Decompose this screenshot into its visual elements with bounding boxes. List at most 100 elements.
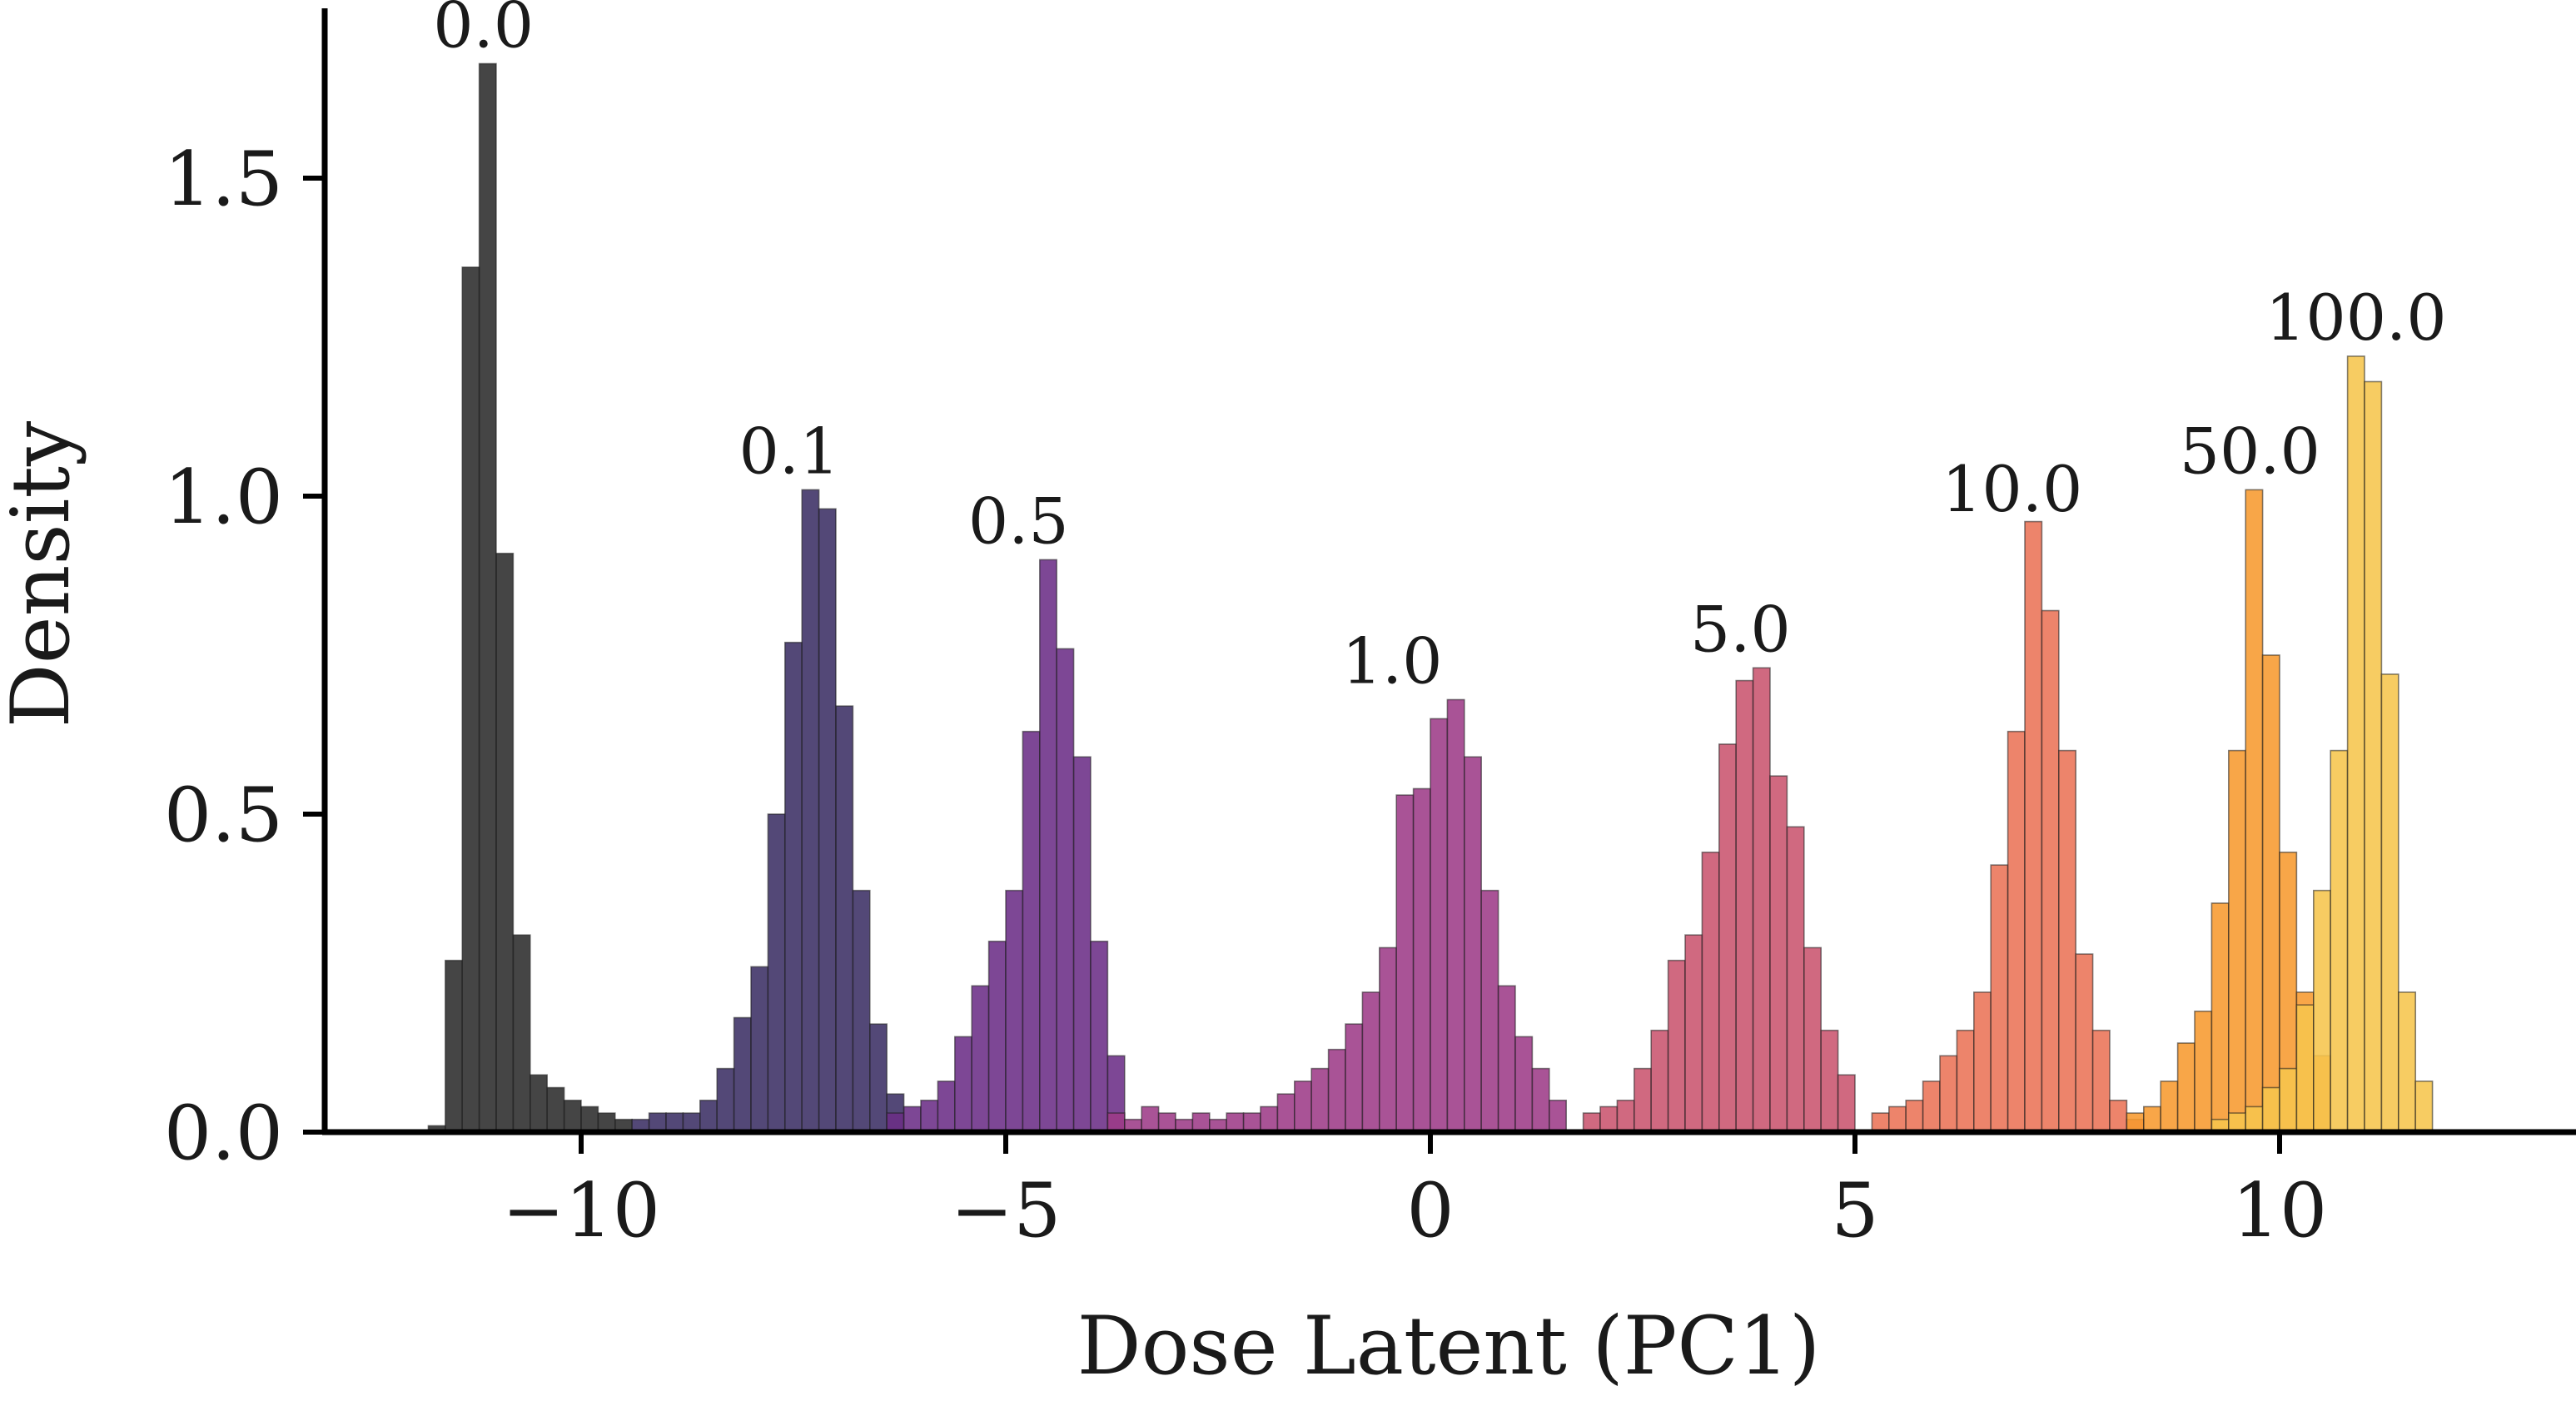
histogram-bar bbox=[852, 889, 871, 1133]
x-tick-label: 5 bbox=[1831, 1167, 1878, 1254]
histogram-bar bbox=[2194, 1011, 2213, 1133]
histogram-bar bbox=[1599, 1105, 1619, 1133]
histogram-bar bbox=[2160, 1081, 2179, 1133]
histogram-bar bbox=[1650, 1029, 1669, 1133]
peak-label-6: 50.0 bbox=[2180, 414, 2320, 488]
peak-label-4: 5.0 bbox=[1690, 592, 1791, 666]
histogram-bar bbox=[1276, 1093, 1295, 1133]
histogram-bar bbox=[1888, 1105, 1907, 1133]
histogram-bar bbox=[1973, 991, 1992, 1133]
y-tick-label: 1.0 bbox=[164, 454, 283, 541]
histogram-bar bbox=[1022, 730, 1041, 1133]
histogram-bar bbox=[1769, 775, 1788, 1133]
histogram-bar bbox=[1549, 1100, 1568, 1133]
peak-label-7: 100.0 bbox=[2265, 281, 2447, 355]
y-tick-label: 1.5 bbox=[164, 136, 283, 223]
histogram-bar bbox=[937, 1081, 956, 1133]
histogram-bar bbox=[1090, 941, 1109, 1133]
histogram-bar bbox=[1956, 1029, 1975, 1133]
histogram-bar bbox=[478, 62, 497, 1133]
histogram-bar bbox=[1531, 1067, 1550, 1133]
axes bbox=[321, 8, 2576, 1135]
histogram-bar bbox=[2058, 749, 2077, 1133]
histogram-bar bbox=[580, 1105, 599, 1133]
histogram-bar bbox=[2245, 1105, 2264, 1133]
histogram-bar bbox=[920, 1100, 939, 1133]
histogram-bar bbox=[750, 966, 769, 1133]
histogram-bar bbox=[987, 941, 1007, 1133]
histogram-bar bbox=[546, 1086, 565, 1133]
histogram-bar bbox=[2261, 654, 2280, 1133]
histogram-bar bbox=[512, 934, 531, 1133]
histogram-bar bbox=[1905, 1100, 1924, 1133]
histogram-bar bbox=[2024, 520, 2043, 1133]
histogram-bar bbox=[1616, 1100, 1635, 1133]
histogram-bar bbox=[2380, 673, 2399, 1133]
histogram-bar bbox=[783, 641, 803, 1133]
series-2-bars bbox=[886, 559, 1126, 1133]
histogram-bar bbox=[1667, 959, 1686, 1133]
histogram-bar bbox=[1395, 794, 1415, 1133]
x-tick-label: 10 bbox=[2232, 1167, 2328, 1254]
histogram-bar bbox=[1684, 934, 1703, 1133]
histogram-bar bbox=[2346, 355, 2365, 1133]
histogram-bar bbox=[1820, 1029, 1839, 1133]
axis-ticks: −10 −5 0 5 10 0.0 0.5 1.0 1.5 bbox=[164, 136, 2327, 1254]
histogram-bar bbox=[2210, 902, 2230, 1133]
histogram-bar bbox=[1514, 1036, 1534, 1133]
peak-label-2: 0.5 bbox=[968, 484, 1069, 558]
histogram-bar bbox=[1294, 1081, 1313, 1133]
histogram-bar bbox=[2091, 1029, 2111, 1133]
histogram-bar bbox=[2330, 749, 2349, 1133]
histogram-bar bbox=[2414, 1081, 2434, 1133]
histogram-bar bbox=[1430, 718, 1449, 1133]
y-axis-label: Density bbox=[0, 421, 87, 728]
histogram-bar bbox=[1345, 1023, 1364, 1133]
histogram-bar bbox=[1056, 648, 1075, 1133]
histogram-bar bbox=[1260, 1105, 1279, 1133]
y-tick-label: 0.0 bbox=[164, 1090, 283, 1177]
histogram-bar bbox=[818, 508, 837, 1133]
series-0-bars bbox=[427, 62, 633, 1133]
histogram-bar bbox=[2245, 489, 2264, 1133]
peak-label-1: 0.1 bbox=[738, 414, 839, 488]
histogram-bar bbox=[1735, 679, 1754, 1133]
series-7-bars bbox=[2210, 355, 2434, 1133]
histogram-bars bbox=[427, 62, 2434, 1133]
histogram-bar bbox=[2228, 749, 2247, 1133]
histogram-bar bbox=[1922, 1081, 1941, 1133]
histogram-bar bbox=[1412, 787, 1431, 1133]
histogram-bar bbox=[2007, 730, 2026, 1133]
histogram-bar bbox=[2176, 1042, 2196, 1133]
histogram-bar bbox=[2295, 1004, 2315, 1133]
histogram-bar bbox=[1990, 864, 2009, 1133]
histogram-bar bbox=[1072, 756, 1092, 1133]
histogram-bar bbox=[1803, 946, 1823, 1133]
x-tick-label: 0 bbox=[1406, 1167, 1454, 1254]
histogram-bar bbox=[1480, 889, 1499, 1133]
series-3-bars bbox=[1106, 698, 1568, 1133]
x-tick-label: −10 bbox=[502, 1167, 660, 1254]
histogram-bar bbox=[971, 985, 990, 1133]
histogram-bar bbox=[699, 1100, 718, 1133]
histogram-bar bbox=[835, 705, 854, 1133]
peak-labels: 0.0 0.1 0.5 1.0 5.0 10.0 50.0 100.0 bbox=[433, 0, 2446, 698]
histogram-bar bbox=[1718, 743, 1738, 1133]
histogram-bar bbox=[1786, 826, 1805, 1133]
histogram-bar bbox=[2075, 953, 2094, 1133]
histogram-bar bbox=[1379, 946, 1398, 1133]
histogram-bar bbox=[444, 959, 463, 1133]
histogram-bar bbox=[563, 1100, 582, 1133]
histogram-bar bbox=[1005, 889, 1024, 1133]
histogram-bar bbox=[1837, 1074, 1856, 1133]
histogram-bar bbox=[1361, 991, 1380, 1133]
histogram-bar bbox=[1939, 1055, 1958, 1133]
peak-label-5: 10.0 bbox=[1942, 452, 2082, 526]
histogram-bar bbox=[2109, 1100, 2128, 1133]
histogram-bar bbox=[1701, 852, 1720, 1133]
histogram-bar bbox=[1446, 698, 1465, 1133]
series-4-bars bbox=[1582, 667, 1856, 1133]
histogram-bar bbox=[767, 813, 786, 1133]
